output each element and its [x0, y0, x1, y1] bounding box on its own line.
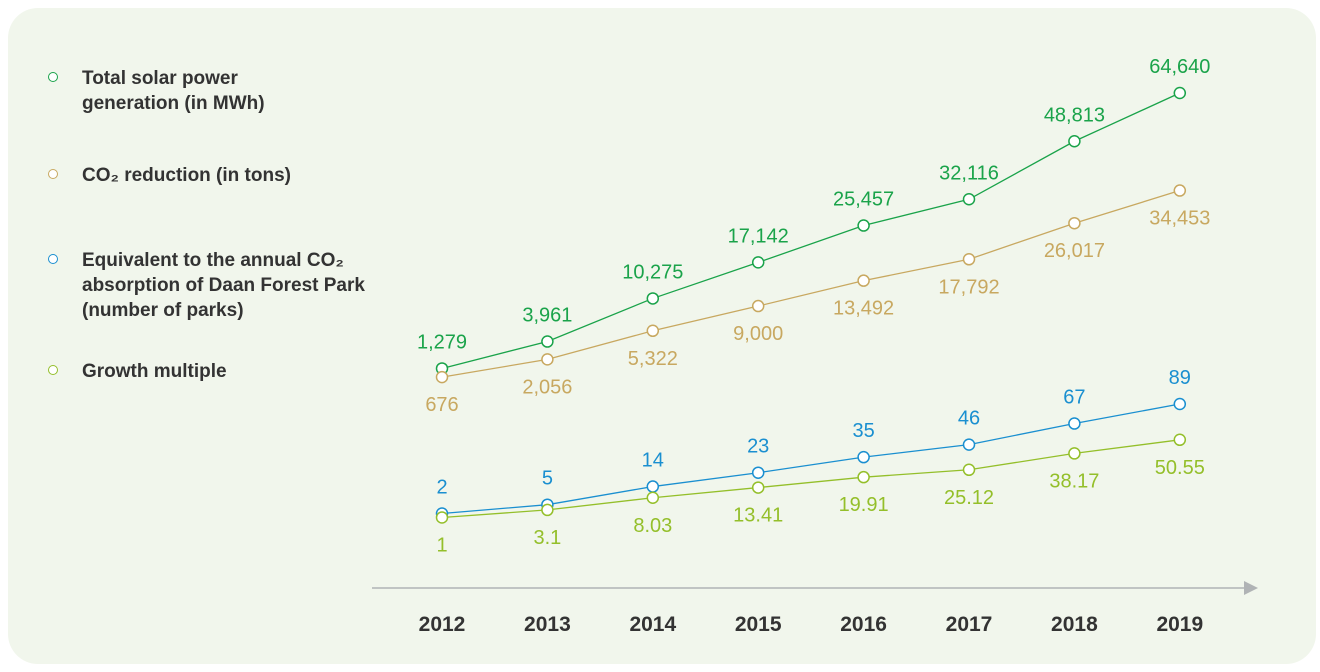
data-point	[646, 480, 660, 493]
data-point	[646, 324, 660, 338]
data-point	[1068, 135, 1081, 148]
data-label: 5,322	[628, 348, 678, 370]
data-point	[962, 463, 976, 477]
series-line	[441, 403, 1180, 515]
data-label: 1	[436, 535, 447, 557]
data-label: 17,142	[728, 225, 789, 247]
series-line	[441, 92, 1181, 370]
x-tick-label: 2014	[629, 613, 676, 636]
legend-label: Total solar power generation (in MWh)	[82, 68, 265, 114]
data-label: 64,640	[1149, 56, 1210, 78]
data-label: 2,056	[522, 376, 572, 398]
data-point	[646, 292, 660, 305]
x-tick-label: 2017	[946, 613, 993, 636]
data-label: 23	[747, 436, 769, 458]
data-point	[857, 219, 870, 232]
data-point	[1068, 417, 1081, 430]
data-label: 13.41	[733, 505, 783, 527]
legend-label: CO₂ reduction (in tons)	[82, 165, 291, 186]
data-label: 48,813	[1044, 104, 1105, 126]
x-tick-label: 2019	[1156, 613, 1203, 636]
data-point	[646, 491, 660, 505]
data-point	[1173, 86, 1187, 100]
data-point	[1173, 433, 1187, 447]
data-label: 38.17	[1049, 470, 1099, 492]
legend-item-co2-reduction: CO₂ reduction (in tons)	[48, 163, 291, 188]
series-line	[441, 189, 1180, 378]
data-point	[857, 450, 870, 464]
data-point	[1068, 447, 1081, 460]
data-label: 50.55	[1155, 457, 1205, 479]
legend-marker-icon	[48, 169, 58, 179]
x-tick-label: 2015	[735, 613, 782, 636]
data-label: 3.1	[533, 527, 561, 549]
data-label: 1,279	[417, 331, 467, 353]
data-point	[541, 503, 554, 517]
data-point	[962, 438, 976, 451]
data-label: 25.12	[944, 487, 994, 509]
legend-marker-icon	[48, 72, 58, 82]
legend-item-growth-multiple: Growth multiple	[48, 359, 227, 384]
data-label: 89	[1169, 367, 1191, 389]
data-point	[751, 466, 765, 479]
legend-item-solar-generation: Total solar power generation (in MWh)	[48, 66, 265, 116]
data-point	[962, 253, 976, 266]
x-tick-label: 2013	[524, 613, 571, 636]
data-point	[1068, 216, 1081, 230]
data-point	[541, 353, 554, 366]
data-label: 10,275	[622, 261, 683, 283]
x-axis-arrow-icon	[1244, 581, 1258, 595]
data-point	[857, 470, 870, 484]
data-label: 34,453	[1149, 208, 1210, 230]
series-line	[441, 439, 1180, 519]
data-point	[751, 256, 765, 269]
data-label: 17,792	[938, 276, 999, 298]
data-label: 9,000	[733, 323, 783, 345]
data-point	[751, 299, 765, 313]
data-label: 13,492	[833, 298, 894, 320]
data-point	[435, 370, 449, 384]
data-label: 3,961	[522, 305, 572, 327]
data-label: 8.03	[633, 515, 672, 537]
data-label: 46	[958, 408, 980, 430]
data-point	[1173, 397, 1187, 411]
data-point	[857, 274, 870, 287]
data-label: 19.91	[839, 494, 889, 516]
x-tick-label: 2016	[840, 613, 887, 636]
data-point	[541, 335, 554, 348]
x-tick-label: 2018	[1051, 613, 1098, 636]
data-point	[435, 511, 449, 524]
chart-panel	[8, 8, 1316, 664]
data-label: 2	[436, 476, 447, 498]
data-label: 67	[1063, 387, 1085, 409]
data-label: 25,457	[833, 189, 894, 211]
legend-marker-icon	[48, 254, 58, 264]
data-point	[962, 193, 976, 206]
data-label: 26,017	[1044, 240, 1105, 262]
legend-item-forest-park: Equivalent to the annual CO₂ absorption …	[48, 248, 365, 323]
legend-label: Equivalent to the annual CO₂ absorption …	[82, 250, 365, 321]
legend-label: Growth multiple	[82, 361, 227, 382]
legend-marker-icon	[48, 365, 58, 375]
data-label: 5	[542, 468, 553, 490]
data-point	[1173, 184, 1187, 197]
data-label: 32,116	[939, 162, 999, 184]
data-label: 676	[425, 394, 458, 416]
data-label: 35	[852, 420, 874, 442]
data-label: 14	[642, 450, 664, 472]
x-tick-label: 2012	[419, 613, 466, 636]
data-point	[751, 481, 765, 494]
